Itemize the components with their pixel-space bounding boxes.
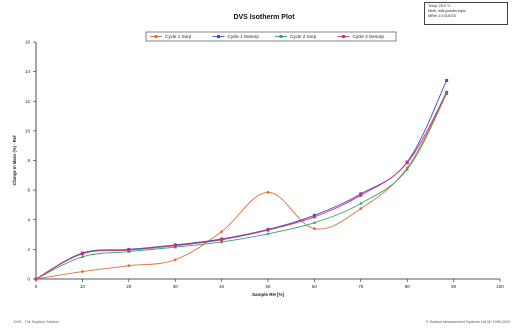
series-line-cycle-2-desorp <box>35 92 448 280</box>
data-point-cycle-1-sorp <box>266 190 270 194</box>
data-point-cycle-2-desorp <box>445 90 449 94</box>
x-tick-label: 10 <box>80 284 86 289</box>
x-tick-label: 60 <box>312 284 318 289</box>
data-point-cycle-2-desorp <box>127 248 131 252</box>
x-tick-label: 50 <box>265 284 271 289</box>
x-tick-label: 40 <box>219 284 225 289</box>
legend-label-cycle-2-sorp: Cycle 2 Sorp <box>290 34 317 39</box>
y-tick-label: 12 <box>25 99 31 104</box>
series-line-cycle-2-sorp <box>35 93 448 280</box>
data-point-cycle-2-sorp <box>266 232 270 236</box>
x-axis-label: Sample RH [%] <box>252 292 285 297</box>
info-box: Temp: 25.0 °C Meth: milk powder topic MR… <box>424 2 508 25</box>
data-point-cycle-1-desorp <box>445 79 449 83</box>
y-tick-label: 2 <box>27 247 30 252</box>
info-mref: MRef: 10 014078 <box>428 14 456 19</box>
y-tick-label: 16 <box>25 40 31 45</box>
info-temp: Temp: 25.0 °C <box>428 4 451 8</box>
data-point-cycle-2-desorp <box>173 244 177 248</box>
data-point-cycle-1-sorp <box>81 270 84 273</box>
data-point-cycle-2-desorp <box>359 193 363 197</box>
legend-label-cycle-1-sorp: Cycle 1 Sorp <box>165 34 192 39</box>
y-tick-label: 8 <box>27 158 30 163</box>
data-point-cycle-2-sorp <box>405 167 409 171</box>
x-tick-label: 30 <box>173 284 179 289</box>
data-point-cycle-2-desorp <box>220 238 224 242</box>
data-point-cycle-2-desorp <box>266 228 270 232</box>
x-tick-label: 20 <box>126 284 132 289</box>
info-meth: Meth: milk powder topic <box>428 9 466 14</box>
y-axis-label: Change In Mass (%) - Ref <box>12 135 17 186</box>
data-point-cycle-2-sorp <box>359 201 363 205</box>
data-point-cycle-2-sorp <box>80 254 85 258</box>
legend-marker-cycle-2-sorp <box>279 35 283 38</box>
data-point-cycle-2-desorp <box>405 161 409 165</box>
data-point-cycle-2-desorp <box>312 215 316 219</box>
data-point-cycle-2-desorp <box>80 252 84 256</box>
data-point-cycle-2-desorp <box>34 277 38 281</box>
legend-label-cycle-1-desorp: Cycle 1 Desorp <box>228 34 260 39</box>
data-point-cycle-1-sorp <box>313 227 316 231</box>
x-tick-label: 0 <box>35 284 38 289</box>
legend-marker-cycle-1-desorp <box>217 35 220 38</box>
y-tick-label: 0 <box>27 277 30 282</box>
data-point-cycle-1-sorp <box>127 264 131 268</box>
data-point-cycle-2-sorp <box>219 240 224 244</box>
legend-label-cycle-2-desorp: Cycle 2 Desorp <box>353 34 385 39</box>
x-tick-label: 80 <box>405 284 411 289</box>
chart-title: DVS Isotherm Plot <box>233 14 295 21</box>
x-tick-label: 100 <box>496 284 504 289</box>
x-tick-label: 70 <box>358 284 364 289</box>
footer-left: DVS - The Sorption Solution <box>14 320 60 324</box>
data-point-cycle-1-sorp <box>359 207 363 211</box>
y-tick-label: 10 <box>25 128 31 133</box>
data-point-cycle-2-sorp <box>312 220 317 224</box>
legend-marker-cycle-1-sorp <box>154 35 158 38</box>
data-point-cycle-1-sorp <box>220 230 224 234</box>
legend-marker-cycle-2-desorp <box>342 35 345 38</box>
legend-box <box>145 31 397 42</box>
x-tick-label: 90 <box>451 284 457 289</box>
footer-right: © Surface Measurement Systems Ltd UK 199… <box>426 320 510 324</box>
y-tick-label: 6 <box>27 188 30 193</box>
series-line-cycle-1-desorp <box>35 80 448 280</box>
y-tick-label: 14 <box>25 69 31 74</box>
data-point-cycle-1-sorp <box>173 258 177 262</box>
y-tick-label: 4 <box>27 217 30 222</box>
